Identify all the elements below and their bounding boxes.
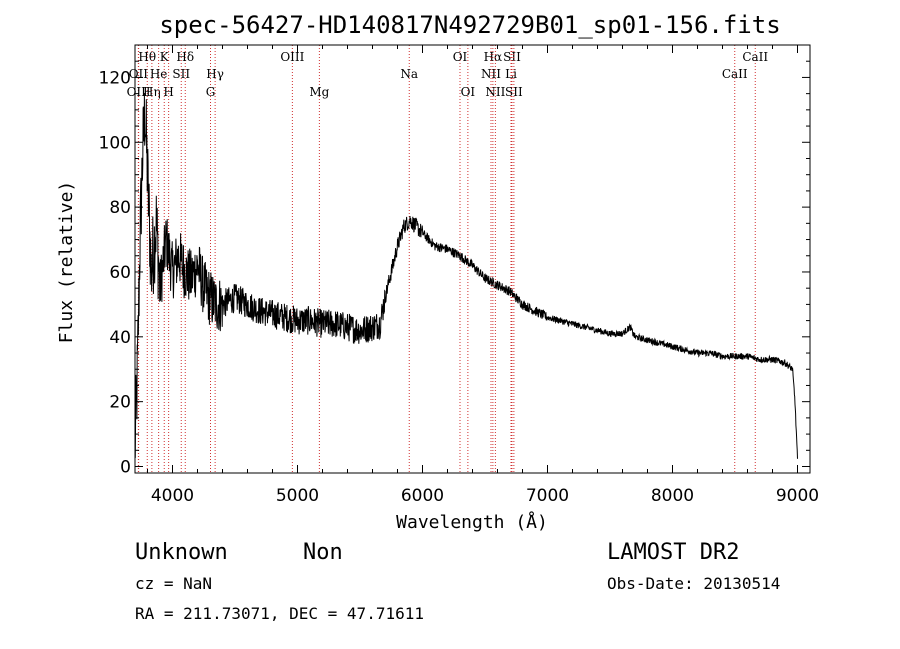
line-label-10: G [206,85,216,99]
line-label-15: OI [461,85,476,99]
y-tick-label-4: 80 [109,198,131,218]
y-axis-label: Flux (relative) [56,181,77,344]
line-label-16: Hα [484,50,503,64]
y-tick-label-6: 120 [99,68,131,88]
line-label-7: Hδ [176,50,194,64]
line-label-18: NII [485,85,505,99]
survey-name: LAMOST DR2 [607,540,739,565]
line-label-4: K [160,50,170,64]
line-label-8: SII [172,67,190,81]
y-tick-label-2: 40 [109,328,131,348]
spectrum-line [134,92,798,459]
object-class: Non [303,540,343,565]
x-axis-label: Wavelength (Å) [396,511,548,533]
line-label-13: Na [400,67,418,81]
line-label-1: OII [129,67,149,81]
line-label-22: CaII [742,50,768,64]
chart-title: spec-56427-HD140817N492729B01_sp01-156.f… [159,11,780,39]
line-label-6: H [163,85,173,99]
line-label-11: OIII [280,50,304,64]
line-label-19: SII [503,50,521,64]
plot-frame [134,44,811,474]
line-label-21: SII [505,85,523,99]
x-tick-label-1: 5000 [276,486,319,506]
coordinates: RA = 211.73071, DEC = 47.71611 [135,604,424,623]
spectrum-group [134,92,798,459]
y-tick-label-5: 100 [99,133,131,153]
x-tick-label-0: 4000 [151,486,194,506]
observation-date: Obs-Date: 20130514 [607,574,780,593]
y-axis: 0 20 40 60 80 100 120 [99,60,810,478]
line-label-5: He [150,67,168,81]
x-tick-label-5: 9000 [776,486,819,506]
x-tick-label-2: 6000 [401,486,444,506]
line-label-17: NII [481,67,501,81]
line-label-12: Mg [309,85,329,99]
line-label-14: OI [453,50,468,64]
object-name: Unknown [135,540,228,565]
x-axis: 4000 5000 6000 7000 8000 9000 [147,45,819,506]
x-tick-label-4: 8000 [651,486,694,506]
line-label-23: CaII [722,67,748,81]
y-tick-label-0: 0 [120,458,131,478]
redshift-cz: cz = NaN [135,574,212,593]
y-tick-label-1: 20 [109,393,131,413]
line-label-20: Li [505,67,517,81]
line-label-0: Hθ [138,50,156,64]
line-label-2: Hη [143,85,161,99]
y-tick-label-3: 60 [109,263,131,283]
line-label-9: Hγ [206,67,224,81]
x-tick-label-3: 7000 [526,486,569,506]
